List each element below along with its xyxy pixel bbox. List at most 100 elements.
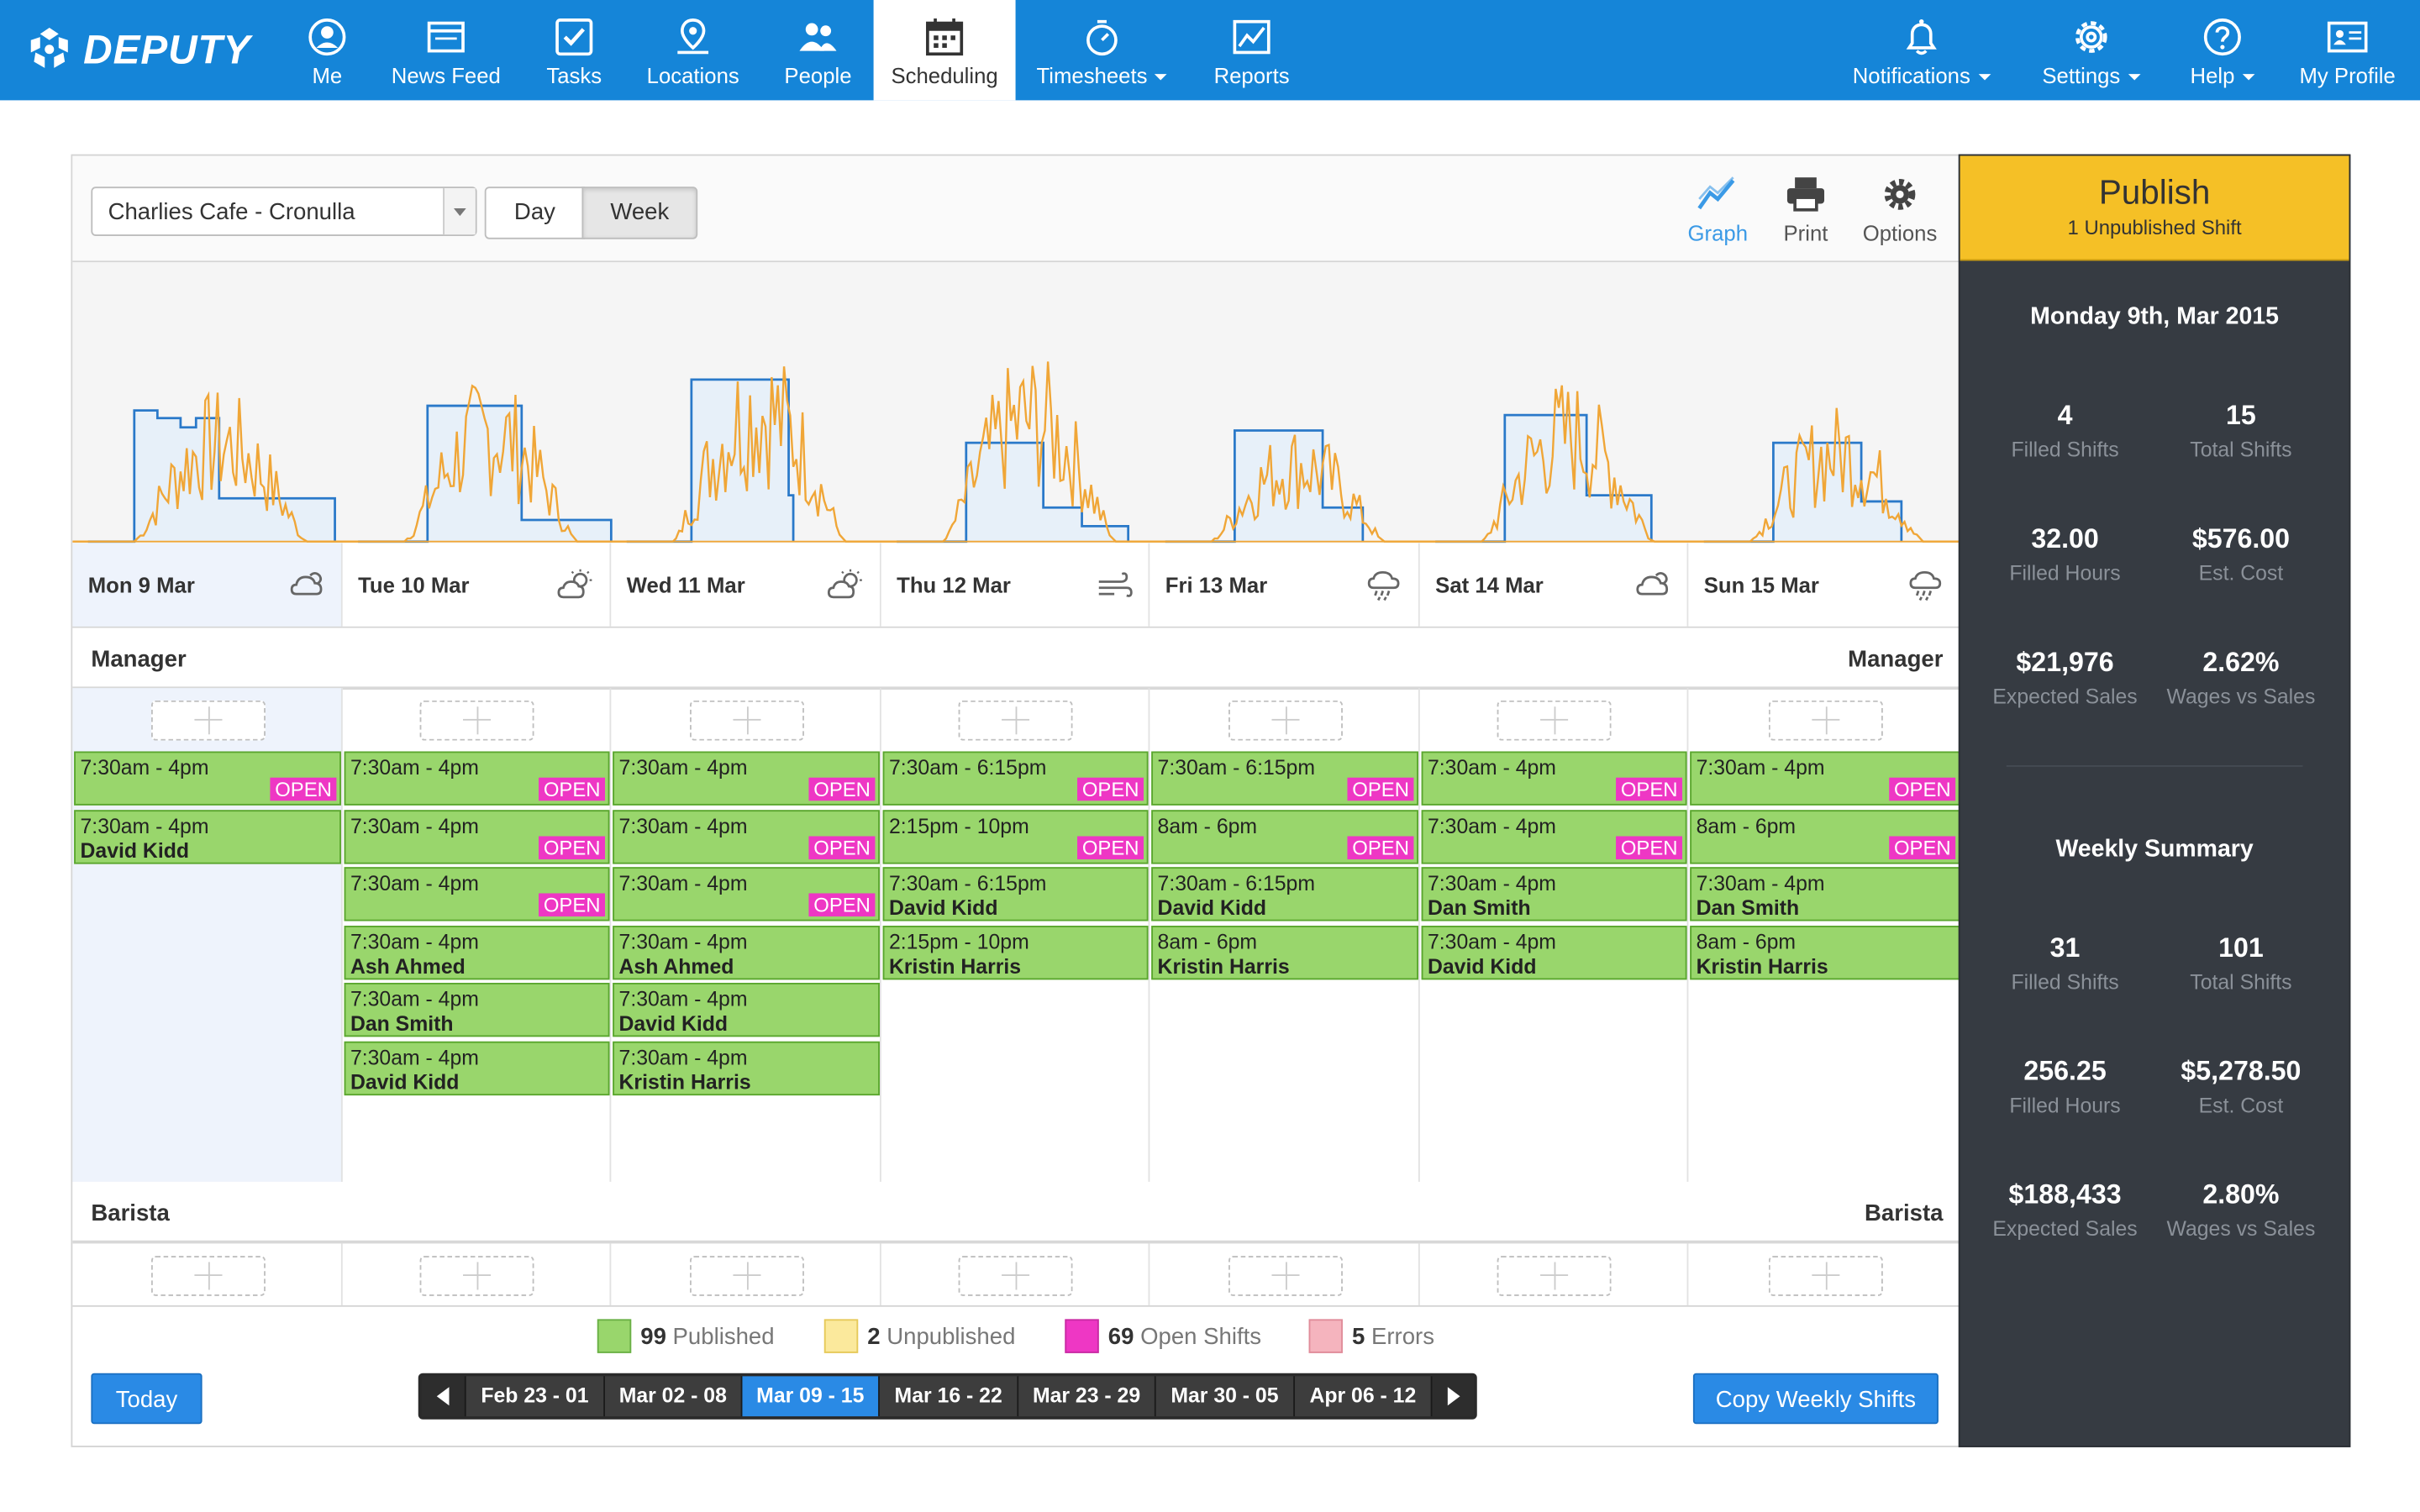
publish-button[interactable]: Publish 1 Unpublished Shift <box>1960 155 2349 261</box>
day-header-cell[interactable]: Thu 12 Mar <box>881 543 1150 627</box>
shift-card[interactable]: 7:30am - 4pm Ash Ahmed <box>344 925 610 979</box>
options-button[interactable]: Options <box>1854 175 1946 252</box>
add-shift-button[interactable] <box>1497 700 1612 741</box>
nav-settings-text: Settings <box>2042 63 2121 88</box>
day-header-cell[interactable]: Mon 9 Mar <box>72 543 343 627</box>
shift-card[interactable]: 7:30am - 4pm OPEN <box>74 751 341 806</box>
week-range-button[interactable]: Mar 09 - 15 <box>742 1376 880 1417</box>
shift-time: 7:30am - 4pm <box>618 987 748 1011</box>
copy-weekly-shifts-button[interactable]: Copy Weekly Shifts <box>1692 1373 1939 1425</box>
open-shift-badge: OPEN <box>1616 777 1683 801</box>
today-button[interactable]: Today <box>91 1373 203 1425</box>
shift-card[interactable]: 7:30am - 6:15pm OPEN <box>1151 751 1418 806</box>
week-range-button[interactable]: Mar 23 - 29 <box>1018 1376 1156 1417</box>
shift-card[interactable]: 7:30am - 4pm OPEN <box>344 809 610 864</box>
nav-notifications[interactable]: Notifications <box>1846 0 1997 100</box>
nav-locations[interactable]: Locations <box>636 0 750 100</box>
day-view-button[interactable]: Day <box>484 186 586 239</box>
shift-card[interactable]: 7:30am - 6:15pm David Kidd <box>1151 867 1418 921</box>
add-shift-button[interactable] <box>1497 1256 1612 1296</box>
shift-card[interactable]: 7:30am - 4pm OPEN <box>1690 751 1960 806</box>
add-shift-button[interactable] <box>958 1256 1073 1296</box>
add-shift-button[interactable] <box>419 700 534 741</box>
week-range-button[interactable]: Mar 02 - 08 <box>605 1376 743 1417</box>
shift-card[interactable]: 7:30am - 4pm OPEN <box>344 867 610 921</box>
nav-scheduling[interactable]: Scheduling <box>873 0 1016 101</box>
add-shift-button[interactable] <box>151 1256 266 1296</box>
shift-card[interactable]: 7:30am - 4pm Ash Ahmed <box>613 925 880 979</box>
shift-card[interactable]: 2:15pm - 10pm OPEN <box>882 809 1149 864</box>
shift-card[interactable]: 7:30am - 4pm OPEN <box>1421 751 1687 806</box>
shift-card[interactable]: 7:30am - 4pm David Kidd <box>613 983 880 1037</box>
shift-card[interactable]: 8am - 6pm Kristin Harris <box>1690 925 1960 979</box>
prev-week-button[interactable] <box>421 1376 466 1417</box>
add-shift-button[interactable] <box>1228 700 1343 741</box>
day-header-cell[interactable]: Wed 11 Mar <box>611 543 881 627</box>
day-header-cell[interactable]: Sun 15 Mar <box>1688 543 1962 627</box>
nav-help[interactable]: Help <box>2179 0 2265 100</box>
dropdown-arrow-icon <box>443 188 476 235</box>
nav-timesheets[interactable]: Timesheets <box>1031 0 1173 100</box>
shift-card[interactable]: 2:15pm - 10pm Kristin Harris <box>882 925 1149 979</box>
shift-card[interactable]: 7:30am - 4pm David Kidd <box>74 809 341 864</box>
logo-text: DEPUTY <box>83 25 251 72</box>
day-label: Tue 10 Mar <box>358 572 470 597</box>
shift-card[interactable]: 8am - 6pm Kristin Harris <box>1151 925 1418 979</box>
nav-people[interactable]: People <box>775 0 861 100</box>
shift-card[interactable]: 7:30am - 4pm David Kidd <box>1421 925 1687 979</box>
shift-card[interactable]: 7:30am - 4pm Kristin Harris <box>613 1040 880 1095</box>
add-shift-button[interactable] <box>151 700 266 741</box>
shift-time: 7:30am - 4pm <box>1427 871 1556 895</box>
day-header-cell[interactable]: Tue 10 Mar <box>342 543 612 627</box>
shift-card[interactable]: 7:30am - 6:15pm OPEN <box>882 751 1149 806</box>
add-shift-button[interactable] <box>419 1256 534 1296</box>
nav-people-label: People <box>784 63 852 88</box>
shift-card[interactable]: 7:30am - 4pm Dan Smith <box>1690 867 1960 921</box>
week-view-button[interactable]: Week <box>581 186 698 239</box>
published-label: Published <box>672 1323 775 1351</box>
shift-card[interactable]: 7:30am - 4pm OPEN <box>613 751 880 806</box>
week-range-button[interactable]: Apr 06 - 12 <box>1295 1376 1433 1417</box>
demand-graph <box>72 262 1962 543</box>
day-header-cell[interactable]: Sat 14 Mar <box>1419 543 1689 627</box>
week-range-button[interactable]: Mar 16 - 22 <box>879 1376 1019 1417</box>
add-shift-button[interactable] <box>690 700 804 741</box>
shift-card[interactable]: 7:30am - 4pm OPEN <box>613 809 880 864</box>
add-shift-button[interactable] <box>1228 1256 1343 1296</box>
nav-my-profile[interactable]: My Profile <box>2293 0 2402 100</box>
nav-reports[interactable]: Reports <box>1207 0 1297 100</box>
shift-card[interactable]: 7:30am - 4pm OPEN <box>1421 809 1687 864</box>
shift-card[interactable]: 8am - 6pm OPEN <box>1151 809 1418 864</box>
stat-label: Expected Sales <box>1992 685 2138 709</box>
deputy-logo[interactable]: DEPUTY <box>22 18 251 80</box>
add-shift-button[interactable] <box>958 700 1073 741</box>
bell-icon <box>1902 17 1942 57</box>
add-shift-button[interactable] <box>690 1256 804 1296</box>
week-range-button[interactable]: Feb 23 - 01 <box>466 1376 605 1417</box>
shift-time: 8am - 6pm <box>1696 929 1797 953</box>
week-range-button[interactable]: Mar 30 - 05 <box>1155 1376 1296 1417</box>
shift-card[interactable]: 7:30am - 4pm OPEN <box>613 867 880 921</box>
nav-settings[interactable]: Settings <box>2031 0 2151 100</box>
open-shift-badge: OPEN <box>1347 777 1414 801</box>
shift-card[interactable]: 7:30am - 4pm Dan Smith <box>1421 867 1687 921</box>
next-week-button[interactable] <box>1432 1376 1475 1417</box>
nav-me[interactable]: Me <box>290 0 364 100</box>
graph-toggle[interactable]: Graph <box>1671 175 1764 252</box>
nav-news-feed[interactable]: News Feed <box>383 0 510 100</box>
shift-card[interactable]: 8am - 6pm OPEN <box>1690 809 1960 864</box>
add-shift-button[interactable] <box>1768 1256 1883 1296</box>
print-button[interactable]: Print <box>1760 175 1852 252</box>
shift-card[interactable]: 7:30am - 4pm OPEN <box>344 751 610 806</box>
shift-card[interactable]: 7:30am - 4pm Dan Smith <box>344 983 610 1037</box>
day-header-cell[interactable]: Fri 13 Mar <box>1150 543 1420 627</box>
shift-card[interactable]: 7:30am - 6:15pm David Kidd <box>882 867 1149 921</box>
add-shift-button[interactable] <box>1768 700 1883 741</box>
daily-filled-shifts: 4 Filled Shifts <box>1972 400 2157 461</box>
nav-tasks[interactable]: Tasks <box>534 0 615 100</box>
location-select[interactable]: Charlies Cafe - Cronulla <box>91 186 477 237</box>
shift-card[interactable]: 7:30am - 4pm David Kidd <box>344 1040 610 1095</box>
options-label: Options <box>1862 220 1938 246</box>
section-header-barista: Barista Barista <box>72 1181 1962 1244</box>
shift-employee: David Kidd <box>80 838 190 862</box>
